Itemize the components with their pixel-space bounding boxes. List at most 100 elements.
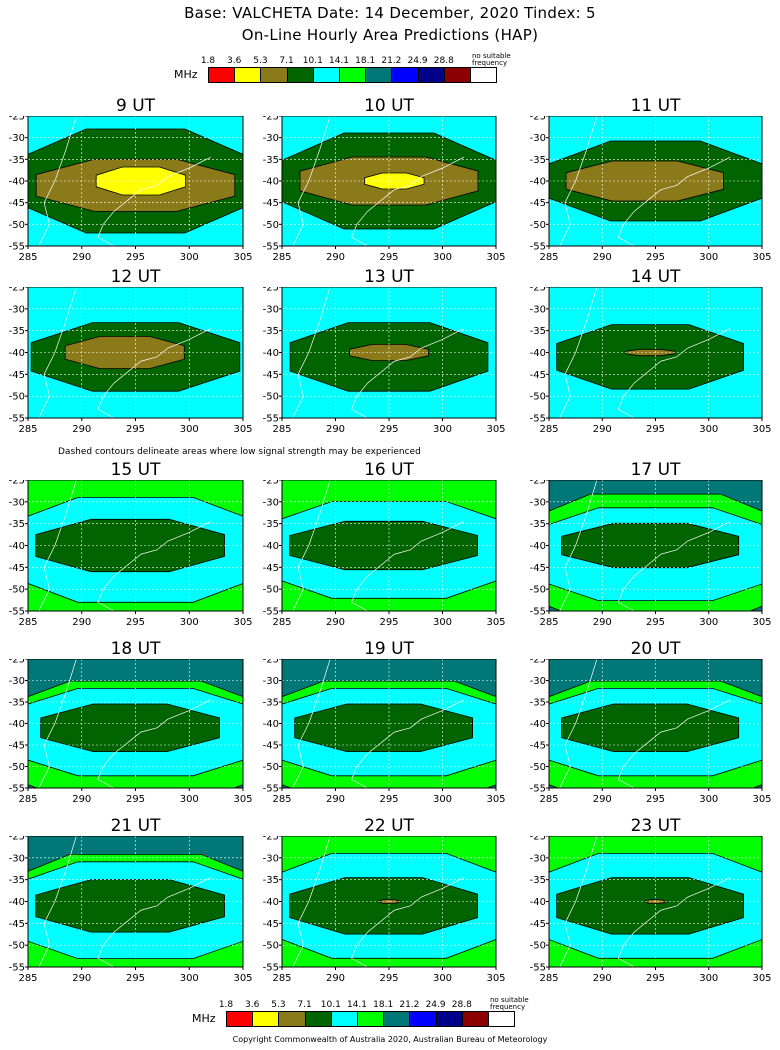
y-tick-label: -25 (9, 659, 25, 666)
frequency-contour (294, 703, 474, 752)
y-tick-label: -25 (530, 836, 546, 843)
plot-clip (28, 836, 243, 967)
y-tick-label: -50 (530, 762, 546, 773)
y-tick-label: -25 (530, 659, 546, 666)
east-coastline (617, 699, 731, 788)
plot-area: 285 290 295 300 305 -25 -30 -35 -40 -45 -50 -55 (530, 283, 772, 436)
east-coastline (351, 521, 465, 611)
y-tick-label: -40 (9, 897, 25, 908)
panel-map: 285 290 295 300 305 -25 -30 -35 -40 -45 -50 -55 (9, 655, 253, 806)
forecast-panel: 23 UT 285 290 295 300 305 -25 -30 -35 -40 -45 -50 -5… (521, 816, 772, 987)
west-coastline (292, 659, 331, 788)
plot-clip (549, 836, 762, 967)
legend-label: 1.8 (218, 1000, 234, 1010)
y-tick-label: -30 (263, 133, 279, 144)
y-tick-label: -50 (263, 220, 279, 231)
panel-map: 285 290 295 300 305 -25 -30 -35 -40 -45 -50 -55 (530, 283, 772, 436)
x-tick-label: 285 (18, 973, 37, 984)
y-tick-label: -55 (530, 963, 546, 974)
plot-area: 285 290 295 300 305 -25 -30 -35 -40 -45 -50 -55 (530, 112, 772, 264)
x-tick-label: 290 (326, 973, 345, 984)
x-tick-label: 305 (486, 617, 505, 628)
y-tick-label: -45 (530, 741, 546, 752)
plot-area: 285 290 295 300 305 -25 -30 -35 -40 -45 -50 -55 (9, 112, 253, 264)
x-tick-label: 295 (646, 617, 665, 628)
plot-clip (549, 287, 762, 418)
plot-area: 285 290 295 300 305 -25 -30 -35 -40 -45 -50 -55 (9, 832, 253, 985)
y-tick-label: -40 (9, 177, 25, 188)
x-tick-label: 305 (233, 424, 252, 435)
east-coastline (97, 699, 211, 788)
plot-clip (28, 659, 243, 788)
y-tick-label: -40 (263, 177, 279, 188)
x-tick-label: 300 (433, 252, 452, 263)
y-tick-label: -45 (263, 741, 279, 752)
frequency-contour (35, 879, 225, 933)
y-tick-label: -55 (263, 607, 279, 618)
x-tick-label: 305 (233, 252, 252, 263)
plot-clip (282, 480, 496, 611)
y-tick-label: -40 (263, 719, 279, 730)
y-tick-label: -40 (263, 541, 279, 552)
west-coastline (559, 480, 598, 611)
x-tick-label: 300 (699, 973, 718, 984)
frequency-contour (561, 703, 740, 752)
x-tick-label: 295 (379, 973, 398, 984)
x-tick-label: 300 (180, 617, 199, 628)
plot-area: 285 290 295 300 305 -25 -30 -35 -40 -45 -50 -55 (9, 655, 253, 806)
panel-map: 285 290 295 300 305 -25 -30 -35 -40 -45 -50 -55 (9, 476, 253, 629)
y-tick-label: -45 (9, 919, 25, 930)
legend-no-suitable-label: no suitable frequency (472, 52, 511, 67)
plot-clip (549, 480, 762, 611)
legend-no-suitable-label: no suitable frequency (490, 996, 529, 1011)
y-tick-label: -25 (530, 480, 546, 487)
panel-title: 14 UT (630, 267, 681, 287)
legend-swatch (260, 67, 288, 83)
plot-area: 285 290 295 300 305 -25 -30 -35 -40 -45 -50 -55 (263, 112, 506, 264)
x-tick-label: 300 (180, 252, 199, 263)
panel-title: 15 UT (110, 460, 161, 480)
legend-swatch (312, 67, 340, 83)
x-tick-label: 305 (486, 794, 505, 805)
west-coastline (38, 287, 77, 418)
x-tick-label: 300 (180, 794, 199, 805)
x-tick-label: 290 (72, 252, 91, 263)
legend-swatch (278, 1011, 306, 1027)
east-coastline (351, 328, 465, 418)
x-tick-label: 300 (433, 617, 452, 628)
west-coastline (292, 287, 331, 418)
legend-label: 14.1 (328, 56, 350, 66)
y-tick-label: -40 (9, 348, 25, 359)
legend-label: 18.1 (373, 1000, 394, 1010)
y-tick-label: -35 (530, 155, 546, 166)
y-tick-label: -30 (530, 853, 546, 864)
east-coastline (351, 156, 465, 246)
y-tick-label: -35 (530, 875, 546, 886)
y-tick-label: -25 (263, 287, 279, 294)
x-tick-label: 295 (379, 252, 398, 263)
y-tick-label: -55 (530, 414, 546, 425)
y-tick-label: -25 (530, 287, 546, 294)
x-tick-label: 285 (539, 424, 558, 435)
x-tick-label: 290 (326, 424, 345, 435)
x-tick-label: 300 (433, 794, 452, 805)
y-tick-label: -25 (263, 116, 279, 123)
y-tick-label: -45 (263, 563, 279, 574)
legend-swatch (417, 67, 445, 83)
legend-label: 21.2 (381, 56, 402, 66)
legend-label: 7.1 (279, 56, 294, 66)
x-tick-label: 305 (233, 617, 252, 628)
forecast-panel: 16 UT 285 290 295 300 305 -25 -30 -35 -40 -45 -50 -5… (254, 460, 506, 631)
y-tick-label: -50 (9, 585, 25, 596)
x-tick-label: 285 (272, 424, 291, 435)
y-tick-label: -25 (263, 659, 279, 666)
panel-map: 285 290 295 300 305 -25 -30 -35 -40 -45 -50 -55 (9, 112, 253, 264)
x-tick-label: 305 (486, 424, 505, 435)
dashed-contour-note: Dashed contours delineate areas where lo… (58, 447, 421, 457)
panel-title: 18 UT (110, 639, 161, 659)
legend-label: 18.1 (355, 56, 376, 66)
legend-label: 7.1 (297, 1000, 312, 1010)
y-tick-label: -45 (9, 370, 25, 381)
y-tick-label: -55 (9, 242, 25, 253)
y-tick-label: -25 (263, 480, 279, 487)
